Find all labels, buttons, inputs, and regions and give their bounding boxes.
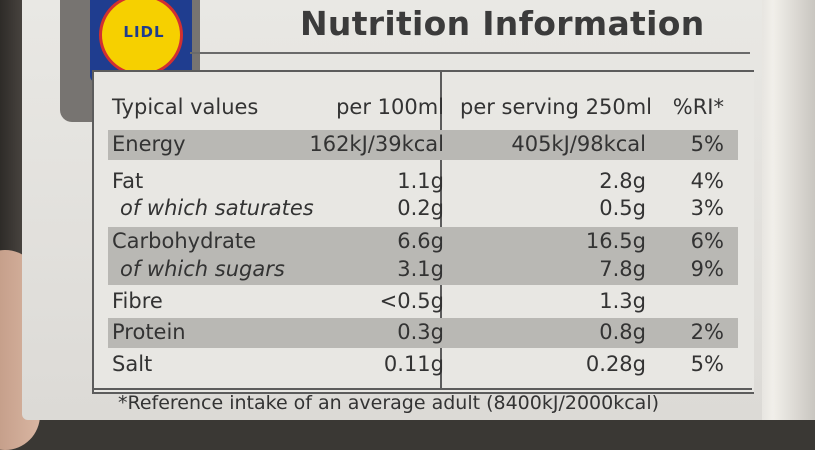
header-ri: %RI* [672,95,724,119]
row-name: Carbohydrate [112,229,257,253]
row-per-serving: 0.8g [599,320,646,344]
table-row: Carbohydrate 6.6g 16.5g 6% [108,227,738,257]
table-header-row: Typical values per 100ml per serving 250… [108,93,738,123]
row-per-100ml: 3.1g [397,257,444,281]
row-per-serving: 0.5g [599,196,646,220]
row-per-100ml: 1.1g [397,169,444,193]
nutrition-title: Nutrition Information [300,4,705,43]
logo-text: LIDL [123,23,165,41]
row-ri: 2% [690,320,724,344]
table-row: Fibre <0.5g 1.3g [108,287,738,317]
row-per-serving: 405kJ/98kcal [511,132,646,156]
row-per-serving: 7.8g [599,257,646,281]
row-ri: 6% [690,229,724,253]
row-per-100ml: 0.11g [383,352,444,376]
row-ri: 4% [690,169,724,193]
table-row: of which saturates 0.2g 0.5g 3% [108,194,738,224]
row-name: Energy [112,132,186,156]
table-row: Energy 162kJ/39kcal 405kJ/98kcal 5% [108,130,738,160]
row-per-serving: 1.3g [599,289,646,313]
row-per-100ml: 6.6g [397,229,444,253]
table-row: Salt 0.11g 0.28g 5% [108,350,738,380]
row-name: of which saturates [120,196,314,220]
logo-circle: LIDL [99,0,183,76]
row-ri: 9% [690,257,724,281]
row-per-100ml: 0.2g [397,196,444,220]
table-row: Fat 1.1g 2.8g 4% [108,167,738,197]
row-name: of which sugars [120,257,285,281]
row-per-100ml: <0.5g [379,289,444,313]
header-per-serving: per serving 250ml [459,95,652,119]
title-rule [190,52,750,54]
row-per-serving: 0.28g [585,352,646,376]
row-name: Salt [112,352,153,376]
table-bottom-rule [92,388,752,390]
row-per-serving: 2.8g [599,169,646,193]
row-per-100ml: 162kJ/39kcal [309,132,444,156]
row-ri: 3% [690,196,724,220]
row-ri: 5% [690,352,724,376]
row-per-serving: 16.5g [585,229,646,253]
row-per-100ml: 0.3g [397,320,444,344]
row-name: Fibre [112,289,163,313]
row-name: Fat [112,169,144,193]
header-typical-values: Typical values [112,95,259,119]
row-ri: 5% [690,132,724,156]
table-row: Protein 0.3g 0.8g 2% [108,318,738,348]
row-name: Protein [112,320,186,344]
table-row: of which sugars 3.1g 7.8g 9% [108,255,738,285]
reference-intake-footnote: *Reference intake of an average adult (8… [118,392,660,414]
header-per-100ml: per 100ml [336,95,444,119]
